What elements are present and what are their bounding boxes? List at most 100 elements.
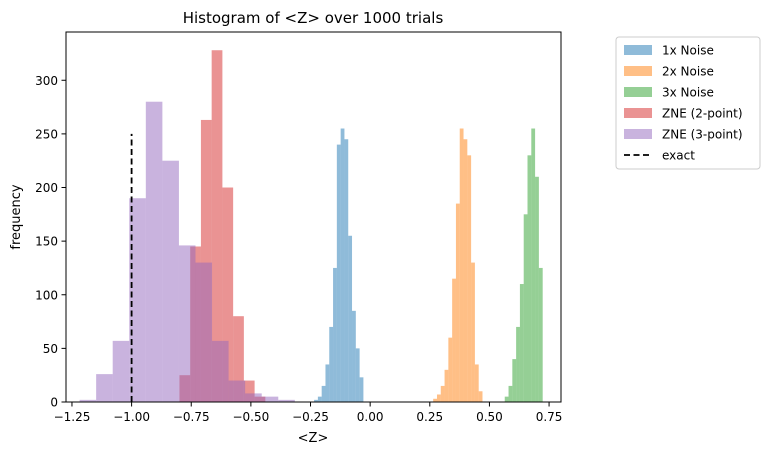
legend-swatch bbox=[624, 108, 652, 118]
bar bbox=[478, 391, 483, 402]
y-tick-label: 150 bbox=[35, 235, 58, 249]
bar bbox=[79, 399, 97, 402]
legend-label: ZNE (2-point) bbox=[662, 107, 743, 121]
bar bbox=[96, 374, 113, 402]
legend-items: 1x Noise 2x Noise 3x Noise ZNE (2-point) ZNE… bbox=[624, 44, 743, 163]
bar bbox=[344, 139, 349, 402]
series-3x-noise bbox=[504, 128, 543, 403]
bar bbox=[314, 399, 318, 402]
bar bbox=[527, 155, 532, 402]
bar bbox=[329, 326, 334, 402]
series-zne-3-point bbox=[79, 101, 295, 402]
y-tick-label: 300 bbox=[35, 74, 58, 88]
x-tick-label: −1.25 bbox=[54, 410, 91, 424]
bar bbox=[359, 377, 364, 402]
legend-item-zne-2-point: ZNE (2-point) bbox=[624, 107, 743, 121]
y-tick-label: 0 bbox=[50, 396, 58, 410]
x-axis-label: <Z> bbox=[298, 431, 329, 446]
legend-label: exact bbox=[662, 149, 695, 163]
bar bbox=[200, 119, 212, 403]
y-tick-label: 100 bbox=[35, 288, 58, 302]
bar bbox=[321, 385, 326, 402]
bar bbox=[512, 359, 517, 402]
bar bbox=[129, 198, 146, 402]
bar bbox=[211, 50, 223, 403]
x-tick-label: −0.25 bbox=[292, 410, 329, 424]
y-tick-label: 200 bbox=[35, 181, 58, 195]
bar bbox=[222, 187, 234, 402]
x-tick-label: 0.00 bbox=[357, 410, 384, 424]
legend-item-1x-noise: 1x Noise bbox=[624, 44, 714, 58]
legend-label: ZNE (3-point) bbox=[662, 128, 743, 142]
legend-label: 1x Noise bbox=[662, 44, 714, 58]
bar bbox=[278, 399, 295, 402]
bar bbox=[348, 235, 353, 402]
bar bbox=[440, 385, 445, 402]
bar bbox=[433, 398, 437, 402]
y-axis-label: frequency bbox=[9, 184, 24, 250]
bar bbox=[228, 380, 246, 402]
chart-title: Histogram of <Z> over 1000 trials bbox=[183, 9, 444, 27]
bar bbox=[340, 128, 345, 403]
x-tick-label: −1.00 bbox=[113, 410, 150, 424]
bar bbox=[463, 139, 468, 402]
bar bbox=[233, 316, 244, 402]
bar bbox=[467, 155, 472, 402]
bar bbox=[531, 128, 536, 403]
bar bbox=[444, 369, 449, 402]
legend-label: 2x Noise bbox=[662, 65, 714, 79]
y-axis: 0 50 100 150 200 250 300 bbox=[35, 74, 66, 410]
bar bbox=[212, 340, 229, 402]
legend-swatch bbox=[624, 129, 652, 139]
series-2x-noise bbox=[433, 128, 483, 403]
legend-label: 3x Noise bbox=[662, 86, 714, 100]
bar bbox=[162, 160, 179, 402]
bar bbox=[243, 380, 255, 402]
bar bbox=[261, 396, 279, 402]
legend-item-exact: exact bbox=[624, 149, 695, 163]
bar bbox=[355, 348, 360, 402]
legend-swatch bbox=[624, 45, 652, 55]
legend: 1x Noise 2x Noise 3x Noise ZNE (2-point) ZNE… bbox=[615, 36, 761, 170]
bar bbox=[178, 245, 196, 402]
legend-swatch bbox=[624, 87, 652, 97]
bar bbox=[436, 394, 441, 402]
bar bbox=[535, 176, 539, 402]
bar bbox=[317, 396, 322, 402]
bar bbox=[516, 326, 520, 402]
bar bbox=[455, 203, 460, 402]
bar bbox=[504, 396, 509, 402]
bar bbox=[448, 337, 453, 402]
legend-swatch bbox=[624, 66, 652, 76]
bar bbox=[336, 144, 341, 402]
bar bbox=[519, 284, 524, 402]
bar bbox=[474, 364, 479, 402]
bar bbox=[508, 385, 513, 402]
bar bbox=[523, 214, 528, 402]
bar bbox=[112, 340, 130, 402]
bar bbox=[352, 310, 356, 402]
legend-item-3x-noise: 3x Noise bbox=[624, 86, 714, 100]
legend-item-2x-noise: 2x Noise bbox=[624, 65, 714, 79]
bar bbox=[538, 267, 543, 402]
x-tick-label: 0.50 bbox=[476, 410, 503, 424]
x-tick-label: 0.75 bbox=[536, 410, 563, 424]
series-1x-noise bbox=[314, 128, 364, 403]
legend-item-zne-3-point: ZNE (3-point) bbox=[624, 128, 743, 142]
bar bbox=[145, 101, 163, 402]
bar bbox=[471, 262, 475, 402]
histogram-bars bbox=[79, 50, 543, 403]
y-tick-label: 250 bbox=[35, 127, 58, 141]
bar bbox=[195, 262, 213, 402]
y-tick-label: 50 bbox=[43, 342, 58, 356]
x-axis: −1.25 −1.00 −0.75 −0.50 −0.25 0.00 0.25 0.50 0.7… bbox=[54, 402, 563, 424]
x-tick-label: −0.50 bbox=[232, 410, 269, 424]
x-tick-label: 0.25 bbox=[416, 410, 443, 424]
x-tick-label: −0.75 bbox=[173, 410, 210, 424]
bar bbox=[325, 364, 330, 402]
plot-frame bbox=[65, 31, 562, 403]
bar bbox=[333, 267, 337, 402]
bar bbox=[459, 128, 464, 403]
bar bbox=[452, 278, 456, 402]
